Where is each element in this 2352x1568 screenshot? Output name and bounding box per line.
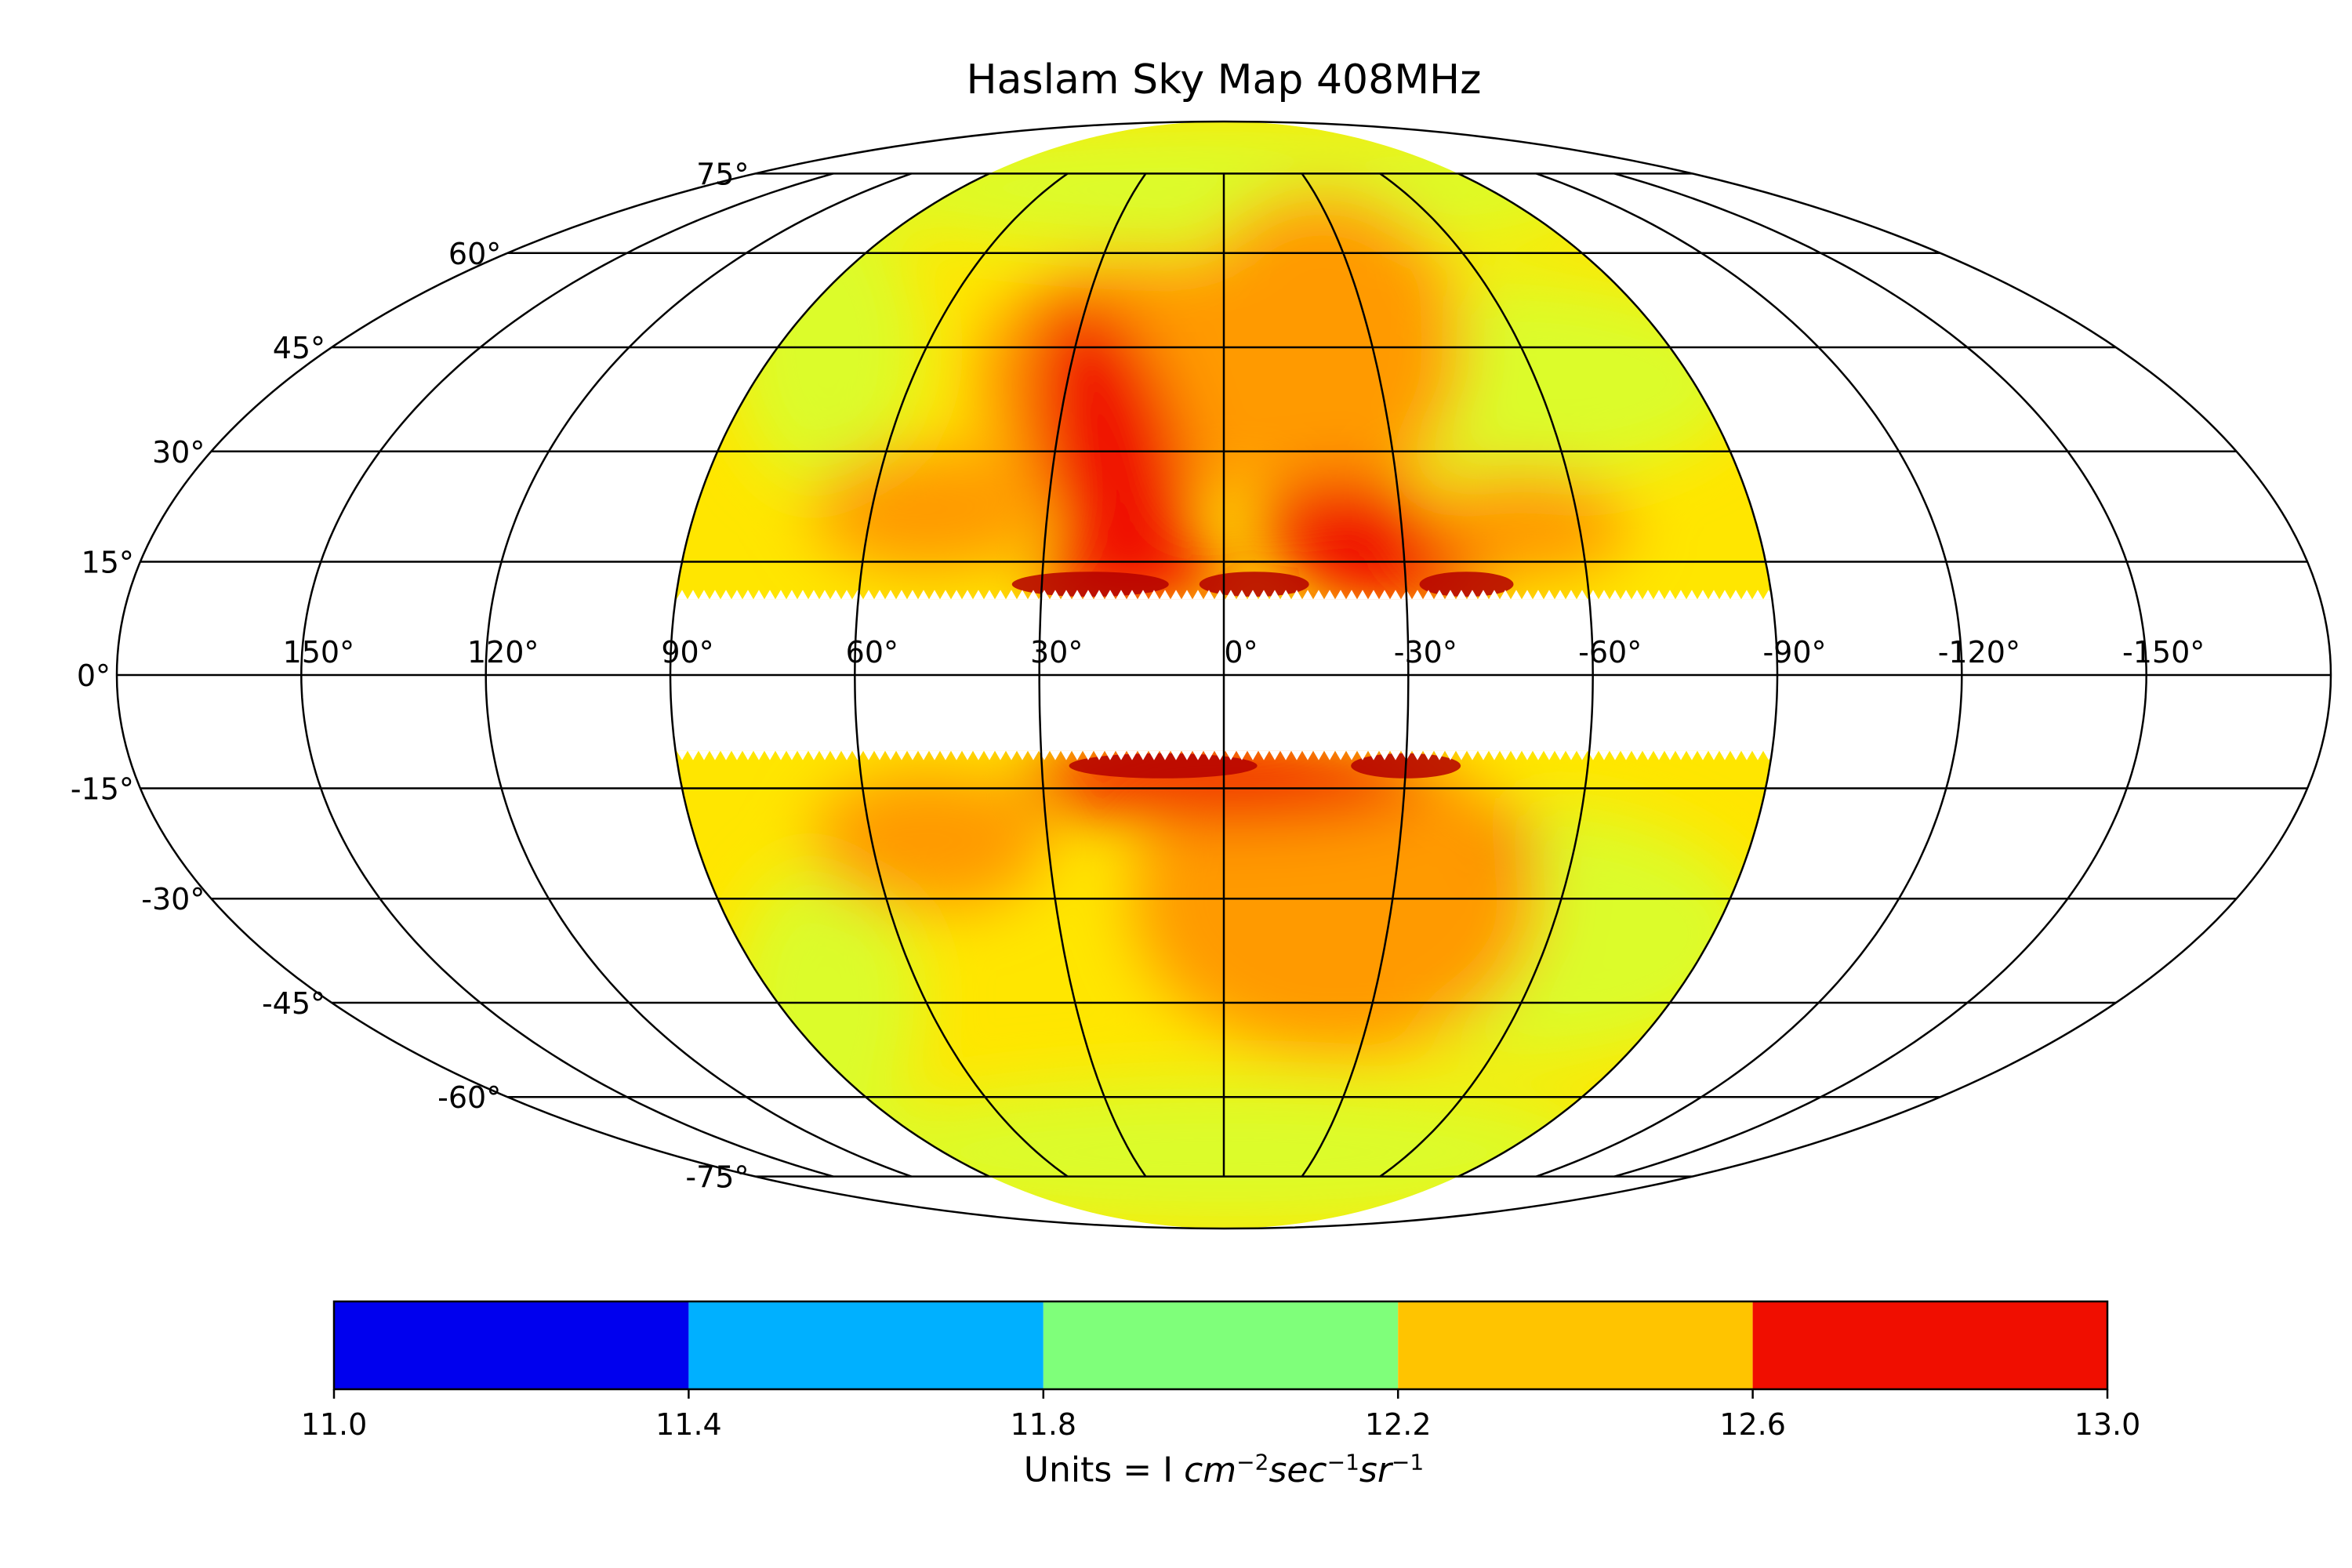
latitude-label: 60° xyxy=(448,237,501,271)
colorbar-tick-label: 11.0 xyxy=(301,1407,368,1442)
meridian-line xyxy=(300,172,834,1178)
longitude-label: -150° xyxy=(2122,635,2205,670)
colorbar-tick-label: 11.4 xyxy=(655,1407,722,1442)
latitude-label: -75° xyxy=(685,1160,749,1195)
longitude-label: 150° xyxy=(283,635,355,670)
unit-exp-sr: −1 xyxy=(1391,1449,1425,1475)
intensity-blob xyxy=(1410,469,1630,579)
colorbar-tick-label: 11.8 xyxy=(1010,1407,1076,1442)
map-title: Haslam Sky Map 408MHz xyxy=(966,56,1482,103)
colorbar-bin xyxy=(1043,1301,1399,1389)
unit-exp-cm: −2 xyxy=(1236,1449,1269,1475)
colorbar-bin xyxy=(688,1301,1044,1389)
colorbar-bin xyxy=(1752,1301,2107,1389)
meridian-line xyxy=(1301,172,1410,1178)
latitude-label: 45° xyxy=(273,331,325,365)
intensity-blob xyxy=(812,769,1048,911)
longitude-label: 90° xyxy=(661,635,713,670)
meridian-line xyxy=(669,172,990,1178)
unit-base-sec: sec xyxy=(1269,1450,1327,1490)
latitude-label: -60° xyxy=(437,1080,501,1115)
latitude-label: 30° xyxy=(152,435,205,470)
unit-base-sr: sr xyxy=(1359,1450,1392,1490)
intensity-blob xyxy=(812,447,1048,573)
colorbar-label-prefix: Units = I xyxy=(1023,1450,1185,1490)
colorbar: 11.0 11.4 11.8 12.2 12.6 13.0 xyxy=(301,1300,2141,1442)
intensity-peak xyxy=(1069,753,1258,779)
intensity-peak xyxy=(1011,572,1169,597)
longitude-label: 0° xyxy=(1224,635,1258,670)
longitude-label: 30° xyxy=(1030,635,1083,670)
colorbar-label: Units = I cm−2sec−1sr−1 xyxy=(0,1449,2352,1490)
latitude-label: 0° xyxy=(77,659,111,693)
colorbar-tick-label: 13.0 xyxy=(2074,1407,2141,1442)
colorbar-tick-label: 12.2 xyxy=(1365,1407,1432,1442)
latitude-label: -15° xyxy=(71,772,134,807)
longitude-label: -90° xyxy=(1762,635,1826,670)
longitude-label: 120° xyxy=(467,635,539,670)
meridian-line xyxy=(854,172,1069,1178)
latitude-labels: 75° 60° 45° 30° 15° 0° -15° -30° -45° -60° -75° xyxy=(71,157,750,1194)
graticule xyxy=(115,120,2332,1230)
longitude-label: -120° xyxy=(1938,635,2020,670)
intensity-peak xyxy=(1199,572,1309,597)
latitude-label: 15° xyxy=(82,545,134,579)
colorbar-tick-label: 12.6 xyxy=(1719,1407,1786,1442)
meridian-line xyxy=(485,172,913,1178)
meridian-line xyxy=(1379,172,1594,1178)
latitude-label: -45° xyxy=(262,986,325,1021)
meridian-line xyxy=(1613,172,2147,1178)
meridian-line xyxy=(1457,172,1779,1178)
colorbar-frame xyxy=(332,1300,2109,1391)
unit-base-cm: cm xyxy=(1184,1450,1237,1490)
longitude-labels: 150° 120° 90° 60° 30° 0° -30° -60° -90° -120° -150… xyxy=(283,635,2205,670)
intensity-peak xyxy=(1419,572,1514,597)
intensity-blob xyxy=(1497,820,1537,860)
intensity-peaks xyxy=(1011,572,1514,779)
latitude-label: -30° xyxy=(141,882,205,916)
colorbar-bin xyxy=(334,1301,689,1389)
meridian-line xyxy=(1535,172,1963,1178)
unit-exp-sec: −1 xyxy=(1327,1449,1359,1475)
latitude-label: 75° xyxy=(696,157,749,191)
colorbar-bin xyxy=(1398,1301,1753,1389)
meridian-line xyxy=(1038,172,1147,1178)
longitude-label: -60° xyxy=(1578,635,1642,670)
longitude-label: -30° xyxy=(1394,635,1457,670)
longitude-label: 60° xyxy=(846,635,898,670)
